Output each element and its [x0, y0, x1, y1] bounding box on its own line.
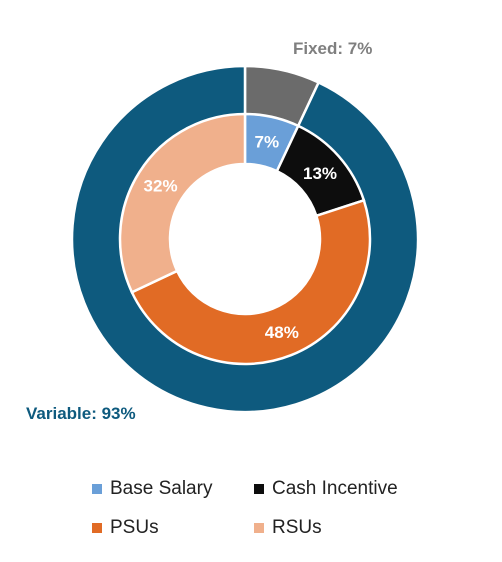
data-label-base-salary: 7%	[255, 132, 280, 151]
variable-callout-label: Variable: 93%	[26, 404, 136, 423]
legend-item-base-salary: Base Salary	[92, 478, 212, 500]
legend-swatch-rsus	[254, 523, 264, 533]
inner-ring	[118, 112, 372, 366]
legend-item-psus: PSUs	[92, 517, 159, 539]
legend-swatch-cash-incentive	[254, 484, 264, 494]
legend-label-rsus: RSUs	[272, 517, 322, 538]
legend-item-rsus: RSUs	[254, 517, 322, 539]
legend-swatch-base-salary	[92, 484, 102, 494]
legend-item-cash-incentive: Cash Incentive	[254, 478, 398, 500]
data-label-rsus: 32%	[144, 176, 178, 195]
legend-swatch-psus	[92, 523, 102, 533]
legend-label-psus: PSUs	[110, 517, 159, 538]
data-label-cash-incentive: 13%	[303, 164, 337, 183]
data-label-psus: 48%	[265, 323, 299, 342]
fixed-callout-label: Fixed: 7%	[293, 39, 372, 58]
legend-label-cash-incentive: Cash Incentive	[272, 478, 398, 499]
data-labels: 7% 13% 48% 32%	[144, 132, 337, 342]
legend-label-base-salary: Base Salary	[110, 478, 213, 499]
donut-hole	[170, 164, 320, 314]
